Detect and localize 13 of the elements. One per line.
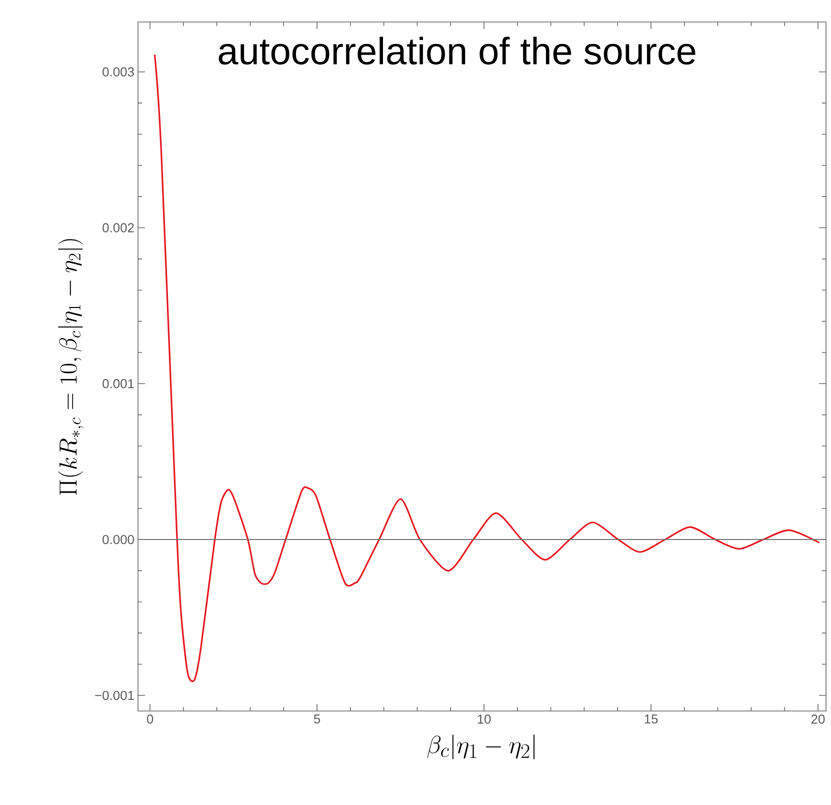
x-tick-label: 5	[314, 714, 320, 724]
y-tick-label: 0.001	[102, 379, 134, 388]
x-tick-label: 10	[478, 714, 491, 724]
y-tick-label: 0.000	[102, 534, 134, 544]
y-axis-title: $\Pi(kR_{*,c} = 10, \beta_c|\eta_1 - \eta_2|)$	[58, 239, 84, 495]
x-tick-label: 15	[644, 714, 658, 724]
x-tick-label: 20	[811, 714, 825, 724]
x-axis-title: $\beta_c|\eta_1 - \eta_2|$	[427, 734, 534, 760]
y-tick-label: 0.003	[102, 67, 134, 76]
y-tick-label: 0.002	[102, 223, 134, 232]
y-tick-label: −0.001	[95, 690, 134, 700]
x-tick-label: 0	[146, 714, 154, 724]
chart-title: autocorrelation of the source	[218, 36, 696, 65]
